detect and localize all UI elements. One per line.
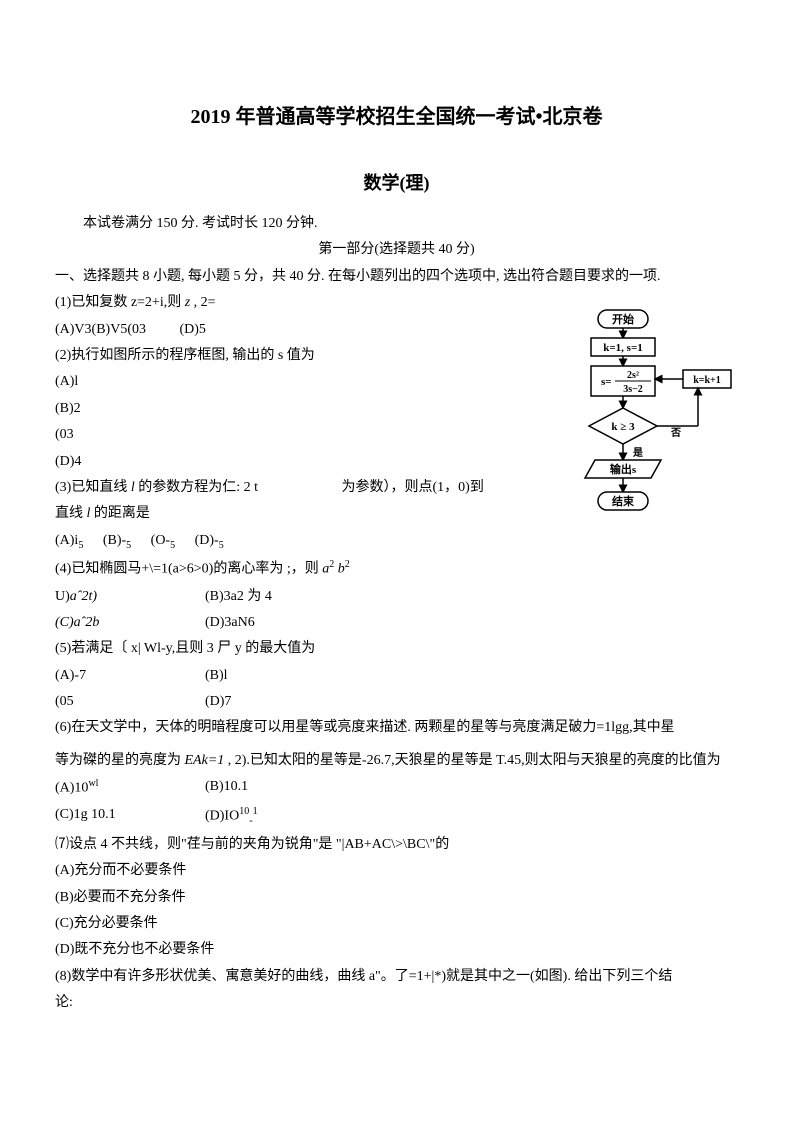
q6-row1: (A)10wl (B)10.1 [55,776,738,800]
q4-b2: b [338,562,345,577]
q3-line2-a: 直线 [55,506,87,521]
fc-inc: k=k+1 [693,375,721,386]
q6-a-txt: (A)10 [55,781,88,796]
q6-l2b: , 2).已知太阳的星等是-26.7,天狼星的星等是 T.45,则太阳与天狼星的… [228,753,721,768]
fc-num: 2s² [627,370,639,381]
q5-d: (D)7 [205,691,355,713]
q6-d-sub: - [249,816,252,827]
q1-opt-a: (A)V3(B)V5(03 [55,322,146,337]
q6-d-sup2: 1 [253,806,258,817]
flowchart-diagram: 开始 k=1, s=1 s= 2s² 3s−2 k ≥ 3 否 k=k+1 [553,308,733,543]
q3-sub-c: 5 [170,539,175,550]
q4-r2c2: (D)3aN6 [205,612,355,634]
q4-row2: (C)aˆ2b (D)3aN6 [55,612,738,634]
q6-a-sup: wl [88,778,98,789]
q6-opt-c: (C)1g 10.1 [55,804,205,829]
fc-start: 开始 [612,312,634,326]
q5-a: (A)-7 [55,665,205,687]
fc-cond: k ≥ 3 [611,421,635,433]
fc-eq: s= [601,376,612,388]
q7-d: (D)既不充分也不必要条件 [55,939,738,961]
q4-r1c1: U)aˆ2t) [55,586,205,608]
q6-d-sup: 10 [239,806,249,817]
flowchart-svg: 开始 k=1, s=1 s= 2s² 3s−2 k ≥ 3 否 k=k+1 [553,308,733,538]
q3-sub-a: 5 [78,539,83,550]
q4-r1a: U) [55,589,70,604]
q5-c: (05 [55,691,205,713]
q3-opt-d: (D)- [195,533,219,548]
q6-line1: (6)在天文学中，天体的明暗程度可以用星等或亮度来描述. 两颗星的星等与亮度满足… [55,717,738,739]
fc-yes: 是 [632,447,643,459]
q6-opt-d: (D)IO10-1 [205,804,355,829]
q6-l2it: EAk=1 [185,753,225,768]
q4-r2c1: (C)aˆ2b [55,612,205,634]
q3-opt-a: (A)i [55,533,78,548]
q5-b: (B)l [205,665,355,687]
q8-line2: 论: [55,992,738,1014]
fc-end: 结束 [611,494,635,508]
q4-r1c2: (B)3a2 为 4 [205,586,355,608]
q3-stem-a: (3)已知直线 [55,480,131,495]
q5-row2: (05 (D)7 [55,691,738,713]
q1-stem-a: (1)已知复数 z=2+i,则 [55,295,181,310]
q7-stem: ⑺设点 4 不共线，则"荏与前的夹角为锐角"是 "|AB+AC\>\BC\"的 [55,834,738,856]
q5-row1: (A)-7 (B)l [55,665,738,687]
q6-line2: 等为磔的星的亮度为 EAk=1 , 2).已知太阳的星等是-26.7,天狼星的星… [55,750,738,772]
q7-a: (A)充分而不必要条件 [55,860,738,882]
q6-opt-b: (B)10.1 [205,776,355,800]
q8-line1: (8)数学中有许多形状优美、寓意美好的曲线，曲线 a"。了=1+|*)就是其中之… [55,966,738,988]
q3-opt-c: (O- [151,533,170,548]
fc-output: 输出s [610,462,637,476]
q4-r2a: (C) [55,615,74,630]
q3-opt-b: (B)- [103,533,126,548]
q3-line2-b: 的距离是 [94,506,150,521]
q7-c: (C)充分必要条件 [55,913,738,935]
fc-denom: 3s−2 [623,384,643,395]
q4-stem-a: (4)已知椭圆马+\=1(a>6>0)的离心率为 ;，则 [55,562,319,577]
q3-var2: l [87,506,91,521]
q4-sup2: 2 [345,559,350,570]
q1-stem-b: , 2= [194,295,216,310]
q4-row1: U)aˆ2t) (B)3a2 为 4 [55,586,738,608]
part-header: 第一部分(选择题共 40 分) [55,239,738,261]
q4-r2ait: aˆ2b [74,615,100,630]
q3-stem-c: 为参数），则点(1，0)到 [342,480,484,495]
intro-text: 本试卷满分 150 分. 考试时长 120 分钟. [55,213,738,235]
q6-opt-a: (A)10wl [55,776,205,800]
q6-d-txt: (D)IO [205,809,239,824]
exam-page: 2019 年普通高等学校招生全国统一考试•北京卷 数学(理) 本试卷满分 150… [0,0,793,1059]
fc-no: 否 [670,427,681,439]
q4-sup1: 2 [329,559,334,570]
q6-l2a: 等为磔的星的亮度为 [55,753,185,768]
q3-sub-d: 5 [219,539,224,550]
q1-zvar: z [185,295,190,310]
q7-b: (B)必要而不充分条件 [55,887,738,909]
q4-stem: (4)已知椭圆马+\=1(a>6>0)的离心率为 ;，则 a2 b2 [55,557,738,581]
q3-stem-b: 的参数方程为仁: 2 t [138,480,258,495]
q3-sub-b: 5 [126,539,131,550]
page-title: 2019 年普通高等学校招生全国统一考试•北京卷 [55,100,738,129]
q1-opt-d: (D)5 [179,322,205,337]
page-subtitle: 数学(理) [55,169,738,195]
q3-var1: l [131,480,135,495]
q4-r1ait: aˆ2t) [70,589,97,604]
q5-stem: (5)若满足〔 x| Wl-y,且则 3 尸 y 的最大值为 [55,638,738,660]
q6-row2: (C)1g 10.1 (D)IO10-1 [55,804,738,829]
section-intro: 一、选择题共 8 小题, 每小题 5 分，共 40 分. 在每小题列出的四个选项… [55,266,738,288]
fc-init: k=1, s=1 [603,342,642,354]
